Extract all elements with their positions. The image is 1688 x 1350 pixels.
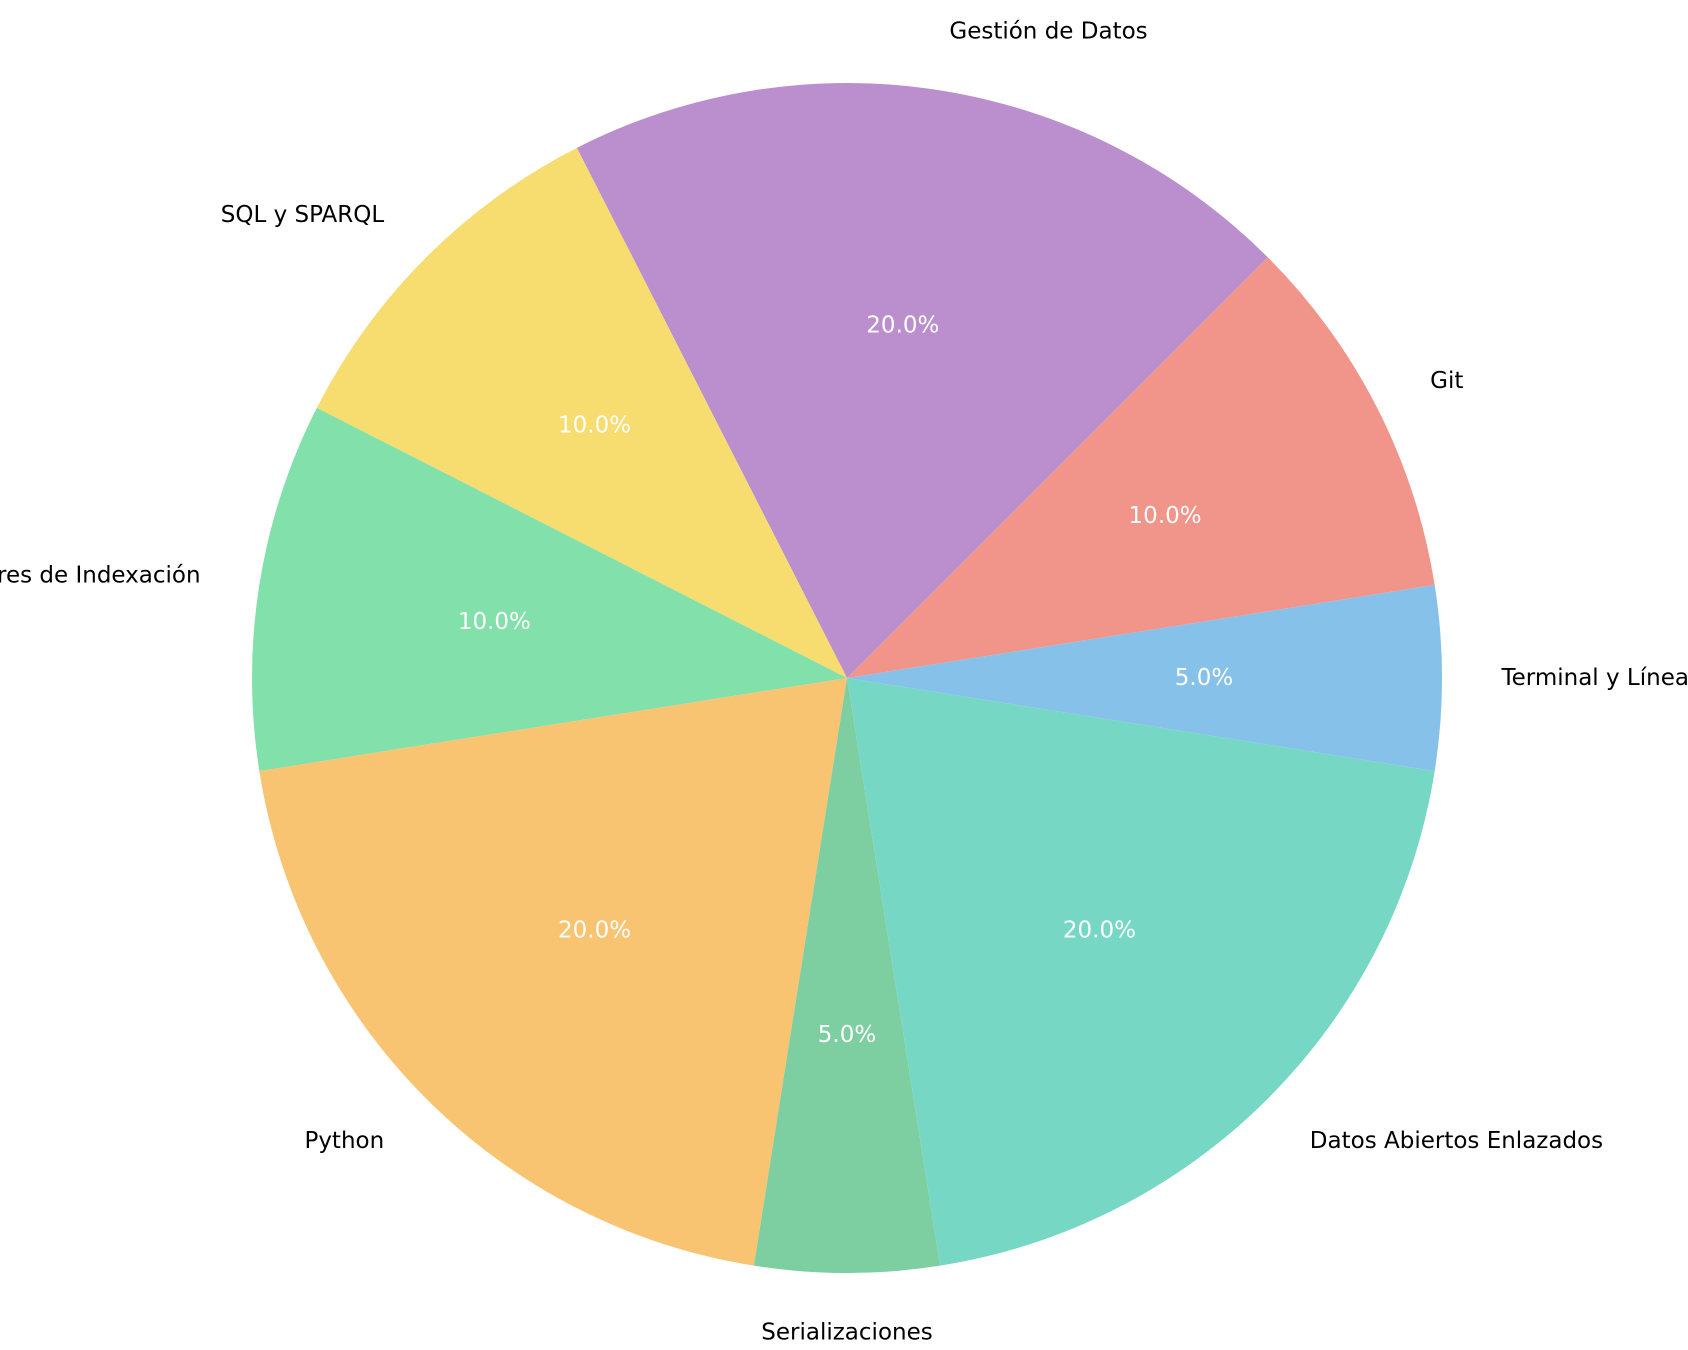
pct-label-python: 20.0% <box>558 917 631 943</box>
category-label-datos-abiertos-enlazados: Datos Abiertos Enlazados <box>1310 1128 1603 1154</box>
category-label-python: Python <box>304 1128 384 1154</box>
pie-slice-almacenes-de-documentos-y-motores-de-indexacion <box>252 407 847 772</box>
pct-label-git: 10.0% <box>1129 503 1202 529</box>
pie-slice-serializaciones <box>753 678 941 1273</box>
category-label-gestion-de-datos: Gestión de Datos <box>949 19 1147 45</box>
category-labels: Gestión de Datos SQL y SPARQL Almacenes de… <box>0 19 1688 1346</box>
percentage-labels: 20.0% 10.0% 10.0% 20.0% 5.0% 20.0% 5.0% 10.0% <box>458 312 1233 1048</box>
pie-slice-terminal-y-linea-de-comandos <box>847 584 1442 772</box>
pct-label-sql-y-sparql: 10.0% <box>558 413 631 439</box>
pct-label-gestion-de-datos: 20.0% <box>866 312 939 338</box>
category-label-terminal-y-linea-de-comandos: Terminal y Línea de Comandos <box>1501 665 1688 691</box>
category-label-git: Git <box>1430 368 1463 394</box>
category-label-sql-y-sparql: SQL y SPARQL <box>221 202 385 228</box>
category-label-almacenes-de-documentos-y-motores-de-indexacion: Almacenes de Documentos y Motores de Ind… <box>0 563 201 589</box>
pct-label-almacenes-de-documentos-y-motores-de-indexacion: 10.0% <box>458 609 531 635</box>
pie-slice-gestion-de-datos <box>576 83 1268 679</box>
pct-label-serializaciones: 5.0% <box>818 1022 876 1048</box>
pct-label-terminal-y-linea-de-comandos: 5.0% <box>1175 665 1233 691</box>
pct-label-datos-abiertos-enlazados: 20.0% <box>1063 917 1136 943</box>
pie-slice-sql-y-sparql <box>316 147 848 678</box>
pie-slice-datos-abiertos-enlazados <box>847 678 1435 1266</box>
category-label-serializaciones: Serializaciones <box>761 1320 932 1346</box>
pie-slices <box>252 83 1442 1273</box>
pie-slice-git <box>847 257 1435 678</box>
pie-slice-python <box>259 678 847 1266</box>
